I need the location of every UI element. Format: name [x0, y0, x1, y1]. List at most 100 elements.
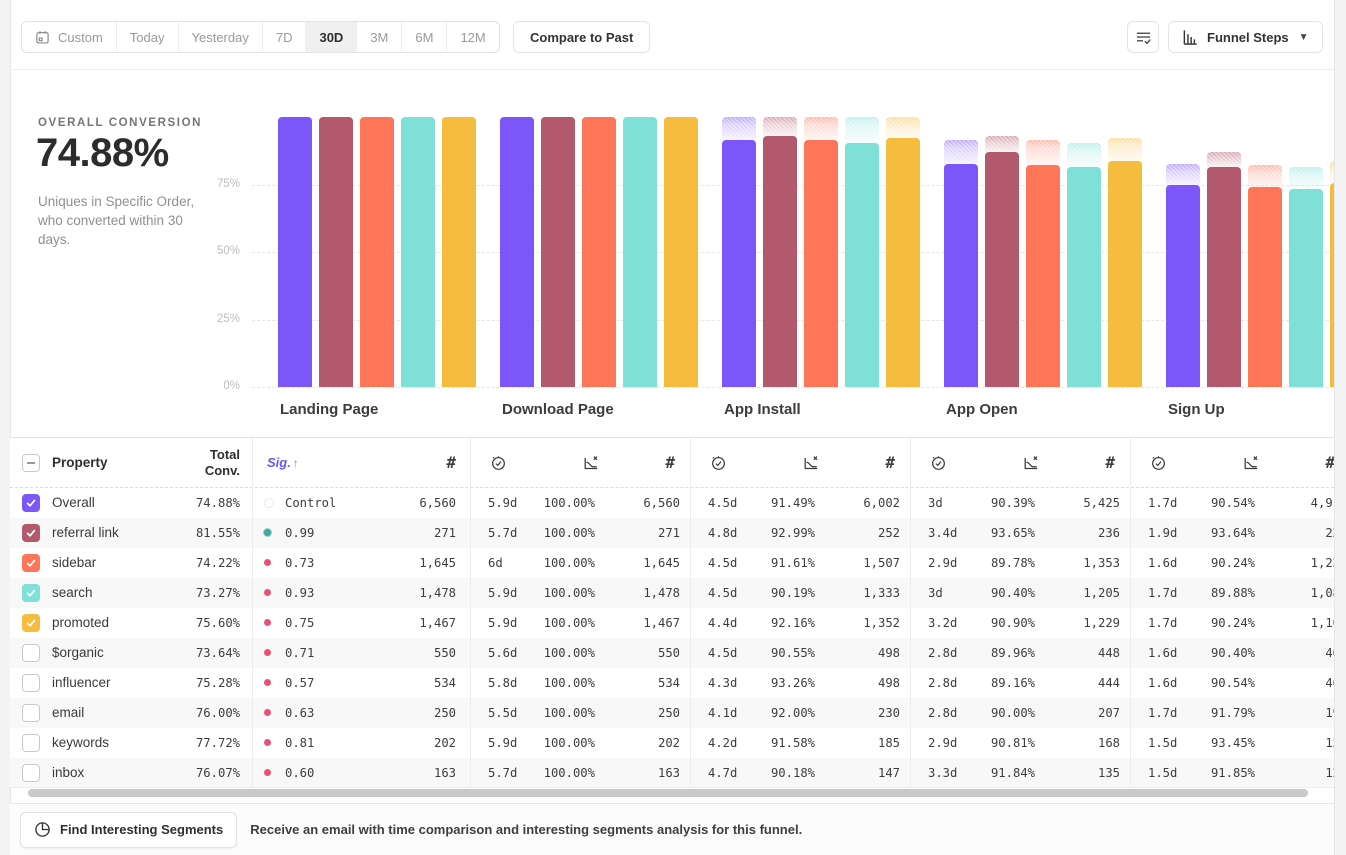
- funnel-bar[interactable]: [804, 139, 838, 387]
- row-checkbox[interactable]: [22, 614, 40, 632]
- conversion-rate-icon[interactable]: [582, 454, 600, 472]
- funnel-bar-remainder[interactable]: [763, 117, 797, 136]
- conversion-rate-icon[interactable]: [1022, 454, 1040, 472]
- count-column-header[interactable]: #: [665, 453, 675, 472]
- funnel-bar[interactable]: [763, 135, 797, 387]
- funnel-bar-remainder[interactable]: [845, 117, 879, 144]
- funnel-bar[interactable]: [319, 117, 353, 387]
- table-row[interactable]: keywords 77.72% 0.81 202 5.9d 100.00% 202 4.2d 9…: [10, 728, 1334, 758]
- funnel-bar-remainder[interactable]: [804, 117, 838, 140]
- sig-value: 0.60: [285, 766, 315, 780]
- table-row[interactable]: $organic 73.64% 0.71 550 5.6d 100.00% 550 4.5d 9…: [10, 638, 1334, 668]
- row-checkbox[interactable]: [22, 644, 40, 662]
- funnel-bar-remainder[interactable]: [1166, 163, 1200, 185]
- funnel-bar-remainder[interactable]: [722, 117, 756, 140]
- select-all-checkbox[interactable]: [22, 454, 40, 472]
- funnel-bar-remainder[interactable]: [944, 139, 978, 164]
- funnel-bar-remainder[interactable]: [1207, 151, 1241, 167]
- funnel-bar[interactable]: [722, 139, 756, 387]
- funnel-bar[interactable]: [886, 138, 920, 387]
- table-row[interactable]: email 76.00% 0.63 250 5.5d 100.00% 250 4.1d 92.0…: [10, 698, 1334, 728]
- funnel-bar[interactable]: [1207, 166, 1241, 387]
- funnel-bar[interactable]: [1067, 166, 1101, 387]
- row-checkbox[interactable]: [22, 584, 40, 602]
- date-range-12m[interactable]: 12M: [447, 22, 498, 52]
- row-checkbox[interactable]: [22, 764, 40, 782]
- date-range-today[interactable]: Today: [117, 22, 179, 52]
- funnel-bar[interactable]: [500, 117, 534, 387]
- funnel-bar[interactable]: [845, 143, 879, 387]
- row-checkbox[interactable]: [22, 494, 40, 512]
- table-row[interactable]: influencer 75.28% 0.57 534 5.8d 100.00% 534 4.3…: [10, 668, 1334, 698]
- date-range-yesterday[interactable]: Yesterday: [179, 22, 263, 52]
- funnel-bar[interactable]: [401, 117, 435, 387]
- date-range-30d[interactable]: 30D: [306, 22, 358, 52]
- funnel-steps-dropdown[interactable]: Funnel Steps ▼: [1168, 21, 1323, 53]
- funnel-bar[interactable]: [582, 117, 616, 387]
- funnel-bar[interactable]: [1330, 182, 1334, 387]
- time-to-convert-icon[interactable]: [490, 454, 508, 472]
- funnel-bar-remainder[interactable]: [1026, 139, 1060, 165]
- chevron-down-icon: ▼: [1298, 31, 1309, 43]
- date-range-custom[interactable]: Custom: [22, 22, 117, 52]
- count-column-header[interactable]: #: [446, 453, 456, 472]
- funnel-bar[interactable]: [541, 117, 575, 387]
- funnel-bar[interactable]: [278, 117, 312, 387]
- time-to-convert-icon[interactable]: [710, 454, 728, 472]
- time-to-convert-value: 3.4d: [928, 526, 958, 540]
- time-to-convert-value: 5.6d: [488, 646, 518, 660]
- row-checkbox[interactable]: [22, 674, 40, 692]
- funnel-bar[interactable]: [1108, 160, 1142, 387]
- property-column-header[interactable]: Property: [52, 455, 108, 470]
- count-column-header[interactable]: #: [1325, 438, 1334, 487]
- date-range-6m[interactable]: 6M: [402, 22, 448, 52]
- funnel-bar-remainder[interactable]: [985, 135, 1019, 152]
- funnel-bar[interactable]: [985, 151, 1019, 387]
- funnel-bar-remainder[interactable]: [1248, 164, 1282, 187]
- funnel-bar[interactable]: [1166, 184, 1200, 387]
- date-range-3m[interactable]: 3M: [357, 22, 403, 52]
- calendar-icon: [35, 30, 50, 45]
- count-value: 1,467: [643, 616, 680, 630]
- funnel-bar-remainder[interactable]: [1108, 138, 1142, 161]
- funnel-bar[interactable]: [442, 117, 476, 387]
- funnel-bar[interactable]: [1289, 189, 1323, 387]
- conversion-rate-icon[interactable]: [802, 454, 820, 472]
- conversion-rate-value: 90.39%: [990, 496, 1035, 510]
- funnel-bar-remainder[interactable]: [886, 117, 920, 139]
- horizontal-scrollbar-thumb[interactable]: [28, 789, 1308, 797]
- table-row[interactable]: sidebar 74.22% 0.73 1,645 6d 100.00% 1,645 4.5d…: [10, 548, 1334, 578]
- table-row[interactable]: inbox 76.07% 0.60 163 5.7d 100.00% 163 4.7d 90.1…: [10, 758, 1334, 788]
- funnel-bar[interactable]: [623, 117, 657, 387]
- count-column-header[interactable]: #: [1105, 453, 1115, 472]
- row-checkbox[interactable]: [22, 704, 40, 722]
- compare-to-past-button[interactable]: Compare to Past: [513, 21, 651, 53]
- row-checkbox[interactable]: [22, 734, 40, 752]
- find-interesting-segments-button[interactable]: Find Interesting Segments: [20, 811, 238, 848]
- table-row[interactable]: Overall 74.88% Control 6,560 5.9d 100.00% 6,56…: [10, 488, 1334, 518]
- table-row[interactable]: referral link 81.55% 0.99 271 5.7d 100.00% 271…: [10, 518, 1334, 548]
- total-conv-column-header[interactable]: Total Conv.: [204, 447, 240, 478]
- list-check-icon-button[interactable]: [1127, 21, 1159, 53]
- funnel-bar-remainder[interactable]: [1330, 160, 1334, 183]
- funnel-bar[interactable]: [1248, 186, 1282, 387]
- date-range-7d[interactable]: 7D: [263, 22, 307, 52]
- time-to-convert-icon[interactable]: [930, 454, 948, 472]
- funnel-bar[interactable]: [1026, 164, 1060, 387]
- count-value: 1,352: [863, 616, 900, 630]
- conversion-rate-value: 93.26%: [770, 676, 815, 690]
- row-checkbox[interactable]: [22, 554, 40, 572]
- sig-column-header[interactable]: Sig. ↑: [267, 438, 299, 488]
- funnel-bar[interactable]: [360, 117, 394, 387]
- sig-dot: [264, 529, 271, 536]
- conversion-rate-icon[interactable]: [1242, 454, 1260, 472]
- row-checkbox[interactable]: [22, 524, 40, 542]
- funnel-bar-remainder[interactable]: [1289, 166, 1323, 190]
- time-to-convert-icon[interactable]: [1150, 454, 1168, 472]
- table-row[interactable]: promoted 75.60% 0.75 1,467 5.9d 100.00% 1,467 4…: [10, 608, 1334, 638]
- count-column-header[interactable]: #: [885, 453, 895, 472]
- funnel-bar-remainder[interactable]: [1067, 143, 1101, 167]
- table-row[interactable]: search 73.27% 0.93 1,478 5.9d 100.00% 1,478 4.5…: [10, 578, 1334, 608]
- funnel-bar[interactable]: [664, 117, 698, 387]
- funnel-bar[interactable]: [944, 163, 978, 387]
